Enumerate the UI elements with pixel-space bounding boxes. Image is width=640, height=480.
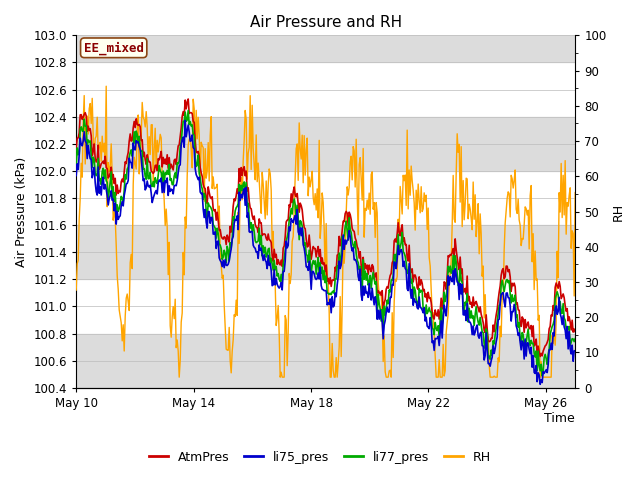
Bar (76, 117, 575, 171)
Text: Time: Time (545, 412, 575, 425)
Title: Air Pressure and RH: Air Pressure and RH (250, 15, 402, 30)
Legend: AtmPres, li75_pres, li77_pres, RH: AtmPres, li75_pres, li77_pres, RH (144, 446, 496, 469)
Y-axis label: Air Pressure (kPa): Air Pressure (kPa) (15, 156, 28, 267)
Y-axis label: RH: RH (612, 203, 625, 221)
Bar (76, 225, 575, 279)
Bar (76, 36, 575, 62)
Bar (76, 334, 575, 388)
Text: EE_mixed: EE_mixed (84, 41, 144, 55)
